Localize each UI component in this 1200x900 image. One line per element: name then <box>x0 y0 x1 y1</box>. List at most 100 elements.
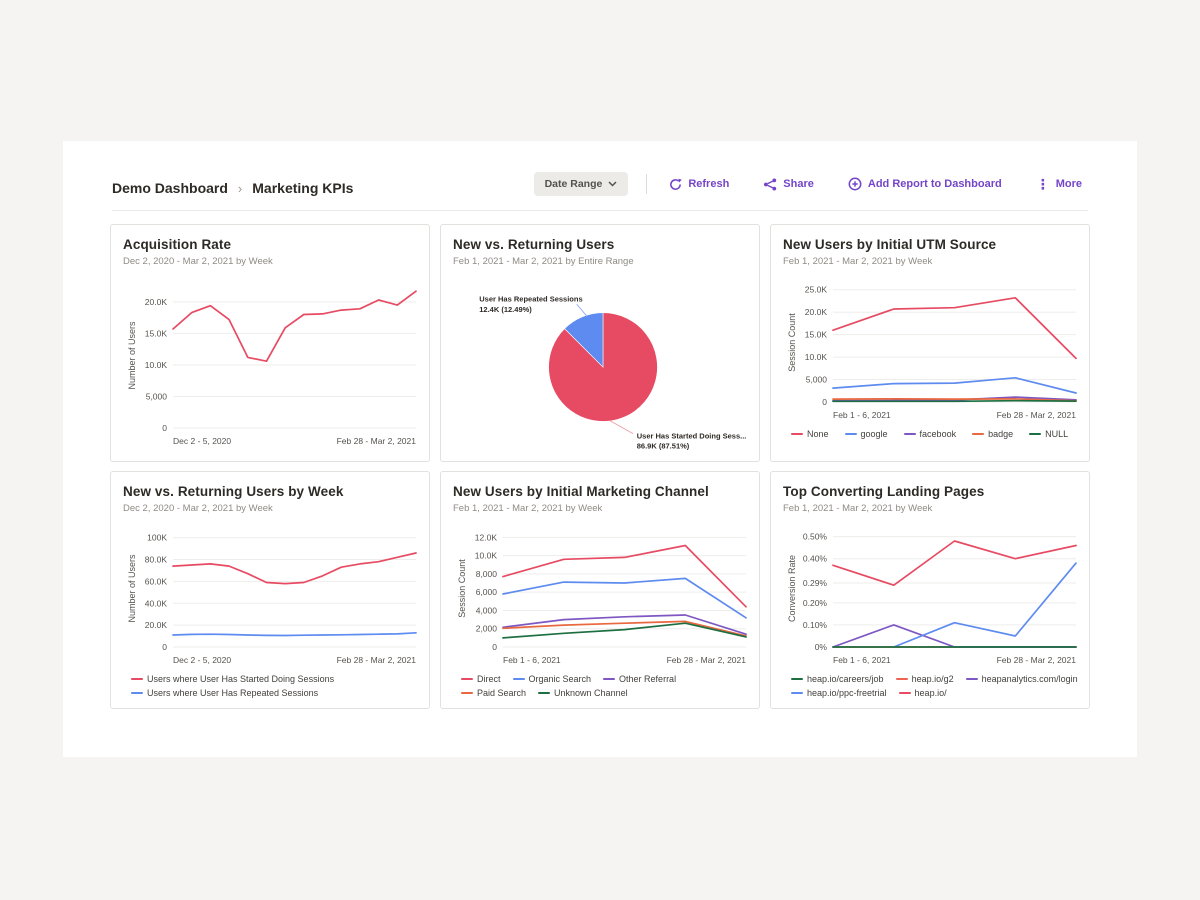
svg-text:86.9K (87.51%): 86.9K (87.51%) <box>637 442 690 451</box>
legend-item-heap-io-[interactable]: heap.io/ <box>898 687 947 699</box>
toolbar: Date Range Refresh <box>533 172 1088 196</box>
legend-label: Direct <box>477 674 501 684</box>
svg-text:12.0K: 12.0K <box>475 532 498 542</box>
report-title[interactable]: New vs. Returning Users by Week <box>123 484 344 499</box>
legend-item-none[interactable]: None <box>791 428 829 440</box>
svg-text:2,000: 2,000 <box>476 624 498 634</box>
chart-legend: heap.io/careers/job heap.io/g2 heapanalyti… <box>791 673 1079 699</box>
pie-chart-new-vs-returning[interactable]: User Has Repeated Sessions 12.4K (12.49%)… <box>453 273 753 462</box>
share-icon <box>764 178 777 190</box>
svg-text:0: 0 <box>162 423 167 433</box>
svg-text:Feb 1 - 6, 2021: Feb 1 - 6, 2021 <box>833 410 891 420</box>
svg-text:10.0K: 10.0K <box>145 360 168 370</box>
svg-text:Dec 2 - 5, 2020: Dec 2 - 5, 2020 <box>173 436 231 446</box>
svg-text:15.0K: 15.0K <box>805 330 828 340</box>
breadcrumb-parent-link[interactable]: Demo Dashboard <box>112 180 228 196</box>
report-date-range: Dec 2, 2020 - Mar 2, 2021 by Week <box>123 256 273 267</box>
line-chart-acquisition-rate[interactable]: 0 5,000 10.0K 15.0K 20.0K Dec 2 - 5, 2020 Feb … <box>123 273 423 451</box>
share-label: Share <box>783 178 814 190</box>
breadcrumb: Demo Dashboard › Marketing KPIs <box>112 180 353 196</box>
kebab-menu-icon: ⋮ <box>1035 176 1050 192</box>
legend-label: facebook <box>919 429 957 439</box>
legend-item-organic-search[interactable]: Organic Search <box>512 673 592 685</box>
line-chart-marketing-channel[interactable]: 0 2,000 4,000 6,000 8,000 10.0K 12.0K Feb 1 - 6… <box>453 520 753 670</box>
legend-item-users-where-user-has-repeated-sessions[interactable]: Users where User Has Repeated Sessions <box>131 687 318 699</box>
legend-item-google[interactable]: google <box>844 428 888 440</box>
legend-label: heap.io/ <box>914 688 947 698</box>
legend-color-dash <box>895 678 908 680</box>
legend-item-other-referral[interactable]: Other Referral <box>603 673 676 685</box>
legend-color-dash <box>512 678 525 680</box>
more-button[interactable]: ⋮ More <box>1030 177 1088 191</box>
legend-item-heapanalytics-com-login[interactable]: heapanalytics.com/login <box>965 673 1078 685</box>
svg-text:Session Count: Session Count <box>787 313 797 372</box>
date-range-label: Date Range <box>544 178 603 190</box>
legend-item-null[interactable]: NULL <box>1029 428 1068 440</box>
svg-text:10.0K: 10.0K <box>805 352 828 362</box>
legend-label: heap.io/g2 <box>911 674 954 684</box>
legend-color-dash <box>898 692 911 694</box>
chart-legend: Direct Organic Search Other Referral Paid S… <box>461 673 749 699</box>
legend-color-dash <box>1029 433 1042 435</box>
report-card-new-vs-returning-by-week: New vs. Returning Users by Week Dec 2, 2… <box>110 471 430 709</box>
refresh-label: Refresh <box>688 178 730 190</box>
dashboard-header: Demo Dashboard › Marketing KPIs Date Ran… <box>112 141 1088 211</box>
svg-text:100K: 100K <box>147 533 167 543</box>
svg-text:0.20%: 0.20% <box>803 598 828 608</box>
legend-color-dash <box>791 678 803 680</box>
share-button[interactable]: Share <box>757 177 820 192</box>
report-title[interactable]: New vs. Returning Users <box>453 237 615 252</box>
report-grid: Acquisition Rate Dec 2, 2020 - Mar 2, 20… <box>110 224 1090 709</box>
legend-item-unknown-channel[interactable]: Unknown Channel <box>538 687 628 699</box>
legend-item-users-where-user-has-started-doing-sessions[interactable]: Users where User Has Started Doing Sessi… <box>131 673 334 685</box>
report-title[interactable]: New Users by Initial UTM Source <box>783 237 997 252</box>
report-title[interactable]: New Users by Initial Marketing Channel <box>453 484 709 499</box>
svg-text:Number of Users: Number of Users <box>127 321 137 390</box>
report-date-range: Feb 1, 2021 - Mar 2, 2021 by Week <box>783 256 933 267</box>
dashboard-panel: Demo Dashboard › Marketing KPIs Date Ran… <box>63 141 1137 757</box>
legend-label: Unknown Channel <box>554 688 628 698</box>
svg-text:Feb 1 - 6, 2021: Feb 1 - 6, 2021 <box>833 655 891 665</box>
svg-text:Dec 2 - 5, 2020: Dec 2 - 5, 2020 <box>173 655 231 665</box>
toolbar-divider <box>646 174 648 194</box>
svg-text:0.10%: 0.10% <box>803 620 828 630</box>
svg-text:10.0K: 10.0K <box>475 551 498 561</box>
legend-item-paid-search[interactable]: Paid Search <box>461 687 526 699</box>
report-title[interactable]: Top Converting Landing Pages <box>783 484 985 499</box>
report-date-range: Dec 2, 2020 - Mar 2, 2021 by Week <box>123 503 273 514</box>
legend-label: heap.io/careers/job <box>807 674 884 684</box>
legend-label: heapanalytics.com/login <box>981 674 1078 684</box>
chart-legend: Users where User Has Started Doing Sessi… <box>131 673 419 699</box>
legend-item-direct[interactable]: Direct <box>461 673 501 685</box>
svg-text:20.0K: 20.0K <box>805 307 828 317</box>
legend-label: Organic Search <box>528 674 592 684</box>
legend-color-dash <box>972 433 985 435</box>
svg-text:0: 0 <box>162 642 167 652</box>
legend-item-facebook[interactable]: facebook <box>903 428 957 440</box>
line-chart-new-vs-returning-week[interactable]: 0 20.0K 40.0K 60.0K 80.0K 100K Dec 2 - 5, 2020… <box>123 520 423 670</box>
legend-label: None <box>807 429 829 439</box>
date-range-button[interactable]: Date Range <box>533 172 629 196</box>
legend-item-heap-io-careers-job[interactable]: heap.io/careers/job <box>791 673 884 685</box>
svg-text:Session Count: Session Count <box>457 559 467 618</box>
report-title[interactable]: Acquisition Rate <box>123 237 232 252</box>
legend-label: Paid Search <box>477 688 527 698</box>
breadcrumb-chevron-icon: › <box>237 180 243 196</box>
legend-label: google <box>860 429 888 439</box>
svg-text:Feb 28 - Mar 2, 2021: Feb 28 - Mar 2, 2021 <box>997 655 1077 665</box>
line-chart-utm-source[interactable]: 0 5,000 10.0K 15.0K 20.0K 25.0K Feb 1 - 6, 202… <box>783 273 1083 425</box>
page-title: Marketing KPIs <box>252 180 354 196</box>
legend-item-badge[interactable]: badge <box>972 428 1013 440</box>
svg-text:20.0K: 20.0K <box>145 620 168 630</box>
add-report-button[interactable]: Add Report to Dashboard <box>842 176 1008 192</box>
report-card-landing-pages: Top Converting Landing Pages Feb 1, 2021… <box>770 471 1090 709</box>
refresh-button[interactable]: Refresh <box>663 177 735 192</box>
chart-legend: None google facebook badge NULL <box>791 428 1079 440</box>
legend-item-heap-io-g2[interactable]: heap.io/g2 <box>895 673 954 685</box>
legend-color-dash <box>903 433 916 435</box>
legend-label: badge <box>988 429 1014 439</box>
refresh-icon <box>670 178 683 190</box>
legend-label: NULL <box>1045 429 1069 439</box>
line-chart-landing-pages[interactable]: 0% 0.10% 0.20% 0.29% 0.40% 0.50% Feb 1 - 6, 20… <box>783 520 1083 670</box>
legend-item-heap-io-ppc-freetrial[interactable]: heap.io/ppc-freetrial <box>791 687 887 699</box>
